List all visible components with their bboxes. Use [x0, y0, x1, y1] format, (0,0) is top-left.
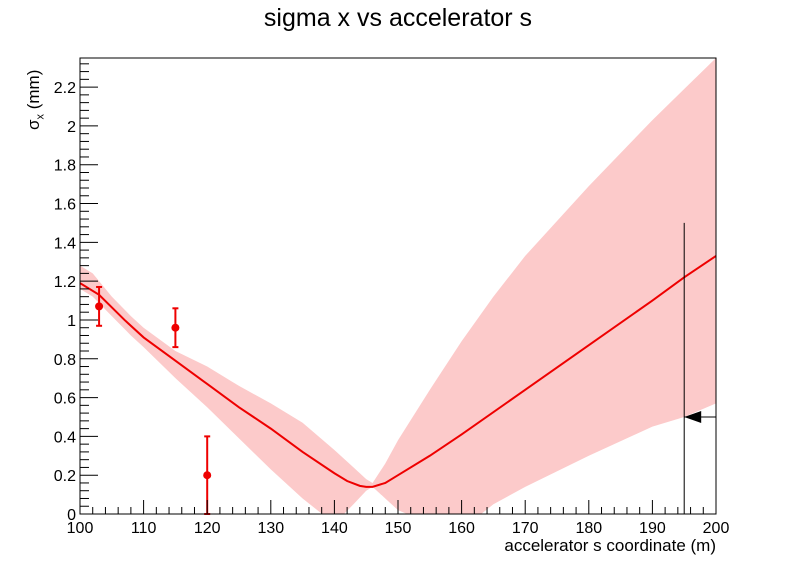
y-tick-label-4: 0.8	[54, 352, 76, 369]
uncertainty-band	[80, 58, 716, 514]
fit-line-layer	[80, 255, 716, 488]
marker-arrow-head	[684, 410, 702, 423]
x-tick-label-2: 120	[194, 520, 221, 537]
axes-layer: 100 110 120 130 140 150 160 170 180 190 200 0 0.2 0.4…	[54, 63, 730, 537]
data-point-0	[95, 302, 104, 311]
y-tick-label-10: 2	[67, 119, 76, 136]
x-tick-label-1: 110	[131, 520, 157, 537]
y-tick-label-0: 0	[67, 507, 76, 524]
data-point-1	[171, 323, 180, 332]
x-tick-label-3: 130	[257, 520, 284, 537]
x-tick-label-8: 180	[575, 520, 602, 537]
y-tick-label-8: 1.6	[54, 197, 76, 214]
y-tick-label-1: 0.2	[54, 468, 76, 485]
x-tick-label-7: 170	[512, 520, 539, 537]
x-axis-label: accelerator s coordinate (m)	[504, 536, 716, 555]
y-tick-label-2: 0.4	[54, 429, 76, 446]
y-tick-label-3: 0.6	[54, 391, 76, 408]
x-tick-label-9: 190	[639, 520, 666, 537]
x-tick-label-10: 200	[703, 520, 730, 537]
marker-layer	[683, 222, 716, 514]
y-tick-label-6: 1.2	[54, 274, 76, 291]
fit-line	[80, 255, 716, 488]
data-point-2	[203, 471, 212, 480]
uncertainty-band-layer	[80, 58, 716, 514]
y-tick-label-9: 1.8	[54, 158, 76, 175]
data-points-layer	[95, 285, 212, 515]
y-tick-label-7: 1.4	[54, 235, 76, 252]
y-tick-label-11: 2.2	[54, 80, 76, 97]
x-tick-label-5: 150	[385, 520, 412, 537]
chart-title: sigma x vs accelerator s	[263, 4, 533, 32]
x-tick-label-4: 140	[321, 520, 348, 537]
x-tick-label-6: 160	[448, 520, 475, 537]
y-tick-label-5: 1	[67, 313, 76, 330]
x-tick-label-0: 100	[67, 520, 94, 537]
